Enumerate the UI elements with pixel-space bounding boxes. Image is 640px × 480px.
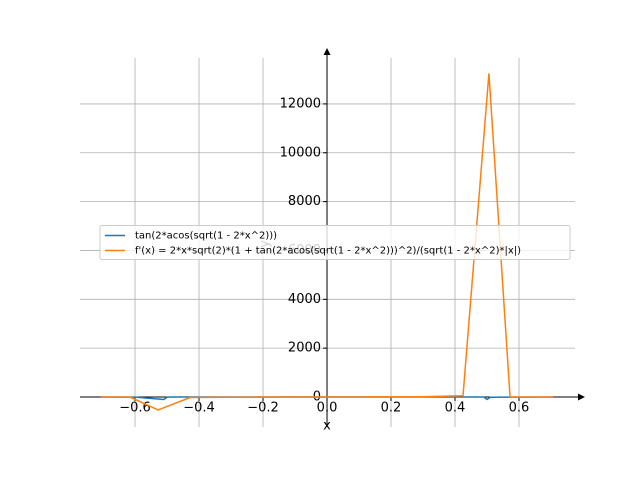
x-axis-arrow [578,393,585,401]
y-tick-label: 2000 [288,341,321,356]
x-tick-label: 0.2 [381,401,402,416]
plot: −0.6−0.4−0.20.00.20.40.60200040006000800… [80,48,585,427]
x-tick-label: 0.4 [445,401,466,416]
y-axis-arrow [323,48,331,55]
y-tick-label: 4000 [288,292,321,307]
legend-box [99,225,571,260]
x-tick-label: −0.4 [183,401,215,416]
y-tick-label: 10000 [280,145,321,160]
x-tick-label: 0.6 [509,401,530,416]
x-tick-label: −0.2 [247,401,279,416]
y-tick-label: 12000 [280,96,321,111]
x-tick-label: −0.6 [119,401,151,416]
y-tick-label: 8000 [288,194,321,209]
legend-label: f'(x) = 2*x*sqrt(2)*(1 + tan(2*acos(sqrt… [135,246,521,257]
legend-label: tan(2*acos(sqrt(1 - 2*x^2))) [135,231,277,242]
